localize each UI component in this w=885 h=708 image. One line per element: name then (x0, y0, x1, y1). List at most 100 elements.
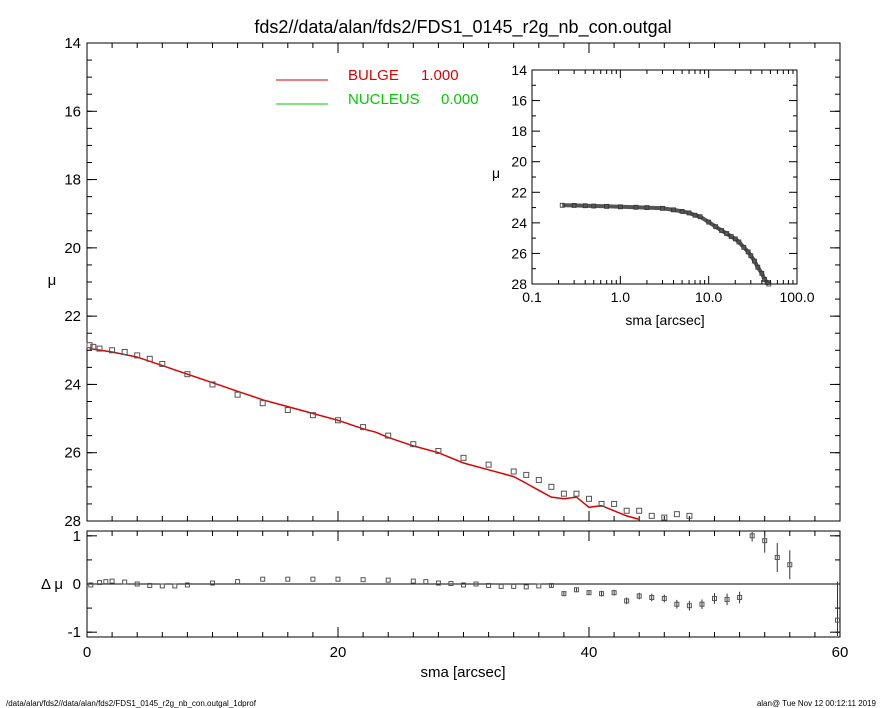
residual-point (260, 576, 266, 582)
res-y-tick-label: -1 (68, 624, 81, 641)
inset-data-point (559, 202, 565, 208)
data-point (573, 490, 580, 497)
y-tick-label: 16 (64, 103, 81, 120)
residual-point (762, 538, 768, 544)
residual-point (360, 577, 366, 583)
residual-point (172, 583, 178, 589)
residual-point (511, 583, 517, 589)
residual-panel: 10-10 20 40 60 Δ μ sma [arcsec] (41, 528, 848, 681)
x-tick-label: 0 (83, 644, 91, 661)
inset-data-point (741, 244, 747, 250)
inset-y-tick-label: 22 (511, 184, 527, 200)
residual-point (97, 580, 103, 586)
residual-point (285, 576, 291, 582)
data-point (86, 342, 93, 349)
data-point (234, 391, 241, 398)
inset-data-point (692, 212, 698, 218)
residual-point (712, 595, 717, 601)
data-point (485, 461, 492, 468)
inset-y-tick-label: 20 (511, 154, 527, 170)
footer-file-path: /data/alan/fds2//data/alan/fds2/FDS1_014… (6, 699, 257, 708)
inset-data-point (745, 249, 751, 255)
legend: BULGE 1.000 NUCLEUS 0.000 (276, 67, 479, 108)
residual-point (335, 576, 341, 582)
legend-nucleus-value: 0.000 (441, 91, 479, 108)
inset-data-point (748, 253, 754, 259)
residual-point (310, 576, 316, 582)
inset-plot-frame (531, 69, 798, 285)
data-point (121, 348, 128, 355)
inset-y-tick-label: 28 (511, 276, 527, 292)
main-panel: 14 16 18 20 22 24 26 28 μ BULGE 1.000 NUCLEUS 0… (48, 35, 841, 530)
residual-point (448, 581, 454, 587)
residual-point (423, 579, 429, 585)
inset-data-point (713, 224, 719, 230)
inset-data-point (732, 236, 738, 242)
inset-data-point (644, 205, 650, 210)
inset-x-tick-label: 100.0 (779, 289, 814, 305)
data-point (284, 407, 291, 414)
inset-x-tick-label: 1.0 (611, 289, 631, 305)
inset-data-point (752, 258, 757, 264)
inset-data-point (706, 219, 712, 225)
inset-y-tick-label: 16 (511, 93, 527, 109)
inset-y-tick-label: 18 (511, 123, 527, 139)
inset-data-point (736, 239, 742, 245)
residual-y-axis-label: Δ μ (41, 576, 63, 593)
x-tick-label: 40 (581, 644, 598, 661)
residual-point (599, 591, 605, 597)
data-point (96, 345, 103, 352)
data-point (385, 432, 392, 439)
x-tick-label: 60 (832, 644, 849, 661)
residual-point (184, 582, 190, 588)
residual-point (122, 579, 128, 585)
inset-data-point (660, 205, 665, 211)
inset-y-tick-label: 24 (511, 215, 527, 231)
inset-y-axis-label: μ (492, 165, 500, 181)
residual-point (498, 583, 504, 589)
data-point (636, 507, 643, 514)
data-point (259, 400, 266, 407)
y-tick-label: 24 (64, 376, 81, 393)
residual-point (461, 582, 466, 588)
residual-point (834, 617, 840, 623)
residual-point (235, 579, 241, 585)
residual-point (523, 584, 529, 590)
residual-point (486, 582, 492, 588)
y-tick-label: 18 (64, 172, 81, 189)
data-point (209, 381, 216, 388)
data-point (535, 477, 542, 484)
inset-data-point (679, 208, 685, 214)
y-tick-label: 28 (64, 513, 81, 530)
inset-y-tick-label: 14 (511, 62, 527, 78)
legend-bulge-value: 1.000 (421, 67, 459, 84)
data-point (184, 371, 191, 378)
legend-nucleus-label: NUCLEUS (348, 91, 420, 108)
residual-point (749, 533, 755, 539)
data-point (523, 471, 530, 478)
data-point (335, 417, 341, 424)
inset-data-point (604, 203, 610, 209)
residual-point (674, 601, 680, 607)
chart-title: fds2//data/alan/fds2/FDS1_0145_r2g_nb_co… (254, 17, 671, 38)
data-point (623, 507, 630, 514)
inset-data-point (766, 281, 772, 287)
res-y-tick-label: 0 (73, 576, 81, 593)
residual-point (787, 562, 793, 568)
residual-point (686, 603, 692, 609)
residual-point (636, 593, 642, 599)
residual-point (724, 596, 730, 602)
inset-data-point (686, 210, 692, 216)
footer-user-date: alan@ Tue Nov 12 00:12:11 2019 (757, 699, 877, 708)
residual-point (473, 581, 479, 587)
residual-point (699, 601, 705, 607)
data-point (586, 495, 592, 502)
data-point (146, 355, 153, 362)
data-point (673, 511, 680, 518)
residual-point (548, 582, 554, 588)
residual-point (109, 578, 115, 584)
legend-bulge-label: BULGE (348, 67, 399, 84)
data-point (435, 448, 442, 455)
residual-point (624, 598, 630, 604)
